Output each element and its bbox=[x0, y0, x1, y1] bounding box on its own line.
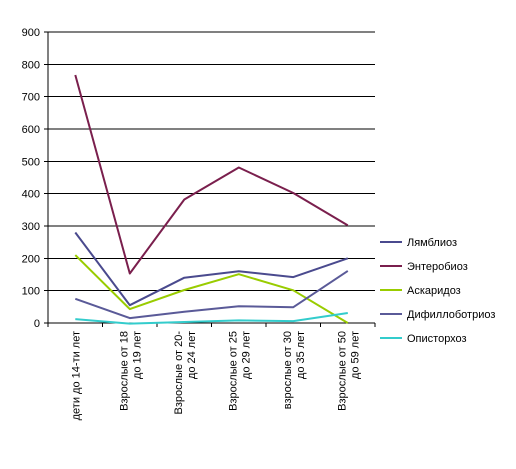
series-line bbox=[74, 231, 349, 307]
x-category-label: до 29 лет bbox=[240, 331, 252, 379]
y-tick-label: 200 bbox=[22, 253, 40, 265]
legend-label: Дифиллоботриоз bbox=[407, 309, 495, 321]
y-tick-label: 400 bbox=[22, 189, 40, 201]
x-category-label: Взрослые от 25 bbox=[227, 331, 239, 411]
y-tick-label: 500 bbox=[22, 156, 40, 168]
x-category-label: взрослые от 30 bbox=[282, 331, 294, 409]
series-line bbox=[74, 254, 349, 324]
series-line bbox=[74, 74, 349, 275]
series-line bbox=[75, 312, 348, 325]
x-category-label: до 19 лет bbox=[131, 331, 143, 379]
x-axis-tick-labels: дети до 14-ти лет Взрослые от 18 до 19 лет… bbox=[70, 331, 361, 421]
axes bbox=[44, 31, 376, 327]
x-category-label: до 35 лет bbox=[295, 331, 307, 379]
y-tick-label: 0 bbox=[34, 318, 40, 330]
legend: Лямблиоз Энтеробиоз Аскаридоз Дифиллоботрио… bbox=[380, 237, 495, 345]
x-category-label: до 59 лет bbox=[349, 331, 361, 379]
x-category-label: Взрослые от 20- bbox=[173, 331, 185, 415]
y-axis-tick-labels: 0 100 200 300 400 500 600 700 800 900 bbox=[22, 27, 40, 330]
series-lines bbox=[74, 74, 349, 325]
legend-label: Аскаридоз bbox=[407, 285, 461, 297]
y-tick-label: 900 bbox=[22, 27, 40, 39]
y-tick-label: 800 bbox=[22, 59, 40, 71]
gridlines bbox=[48, 31, 375, 292]
legend-label: Энтеробиоз bbox=[407, 261, 468, 273]
y-tick-label: 600 bbox=[22, 124, 40, 136]
y-tick-label: 300 bbox=[22, 221, 40, 233]
series-line bbox=[74, 270, 349, 320]
x-category-label: до 24 лет bbox=[186, 331, 198, 379]
legend-label: Описторхоз bbox=[407, 333, 467, 345]
x-category-label: дети до 14-ти лет bbox=[70, 331, 82, 420]
x-category-label: Взрослые от 18 bbox=[118, 331, 130, 411]
y-tick-label: 100 bbox=[22, 286, 40, 298]
x-category-label: Взрослые от 50 bbox=[336, 331, 348, 411]
y-tick-label: 700 bbox=[22, 92, 40, 104]
legend-label: Лямблиоз bbox=[407, 237, 457, 249]
